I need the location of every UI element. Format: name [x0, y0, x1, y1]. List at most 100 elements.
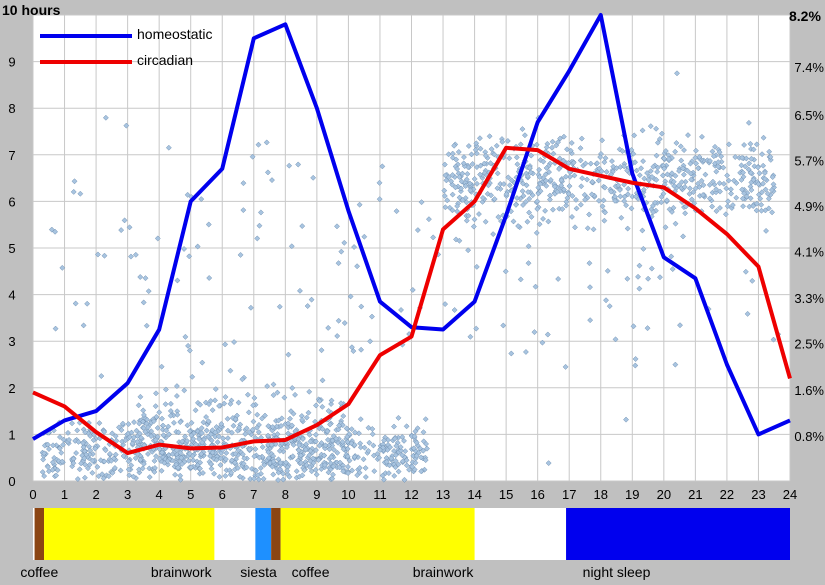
- scatter-point: [72, 300, 79, 307]
- scatter-point: [325, 469, 332, 476]
- x-tick-label: 17: [562, 487, 576, 502]
- scatter-point: [128, 429, 135, 436]
- scatter-point: [50, 442, 57, 449]
- scatter-point: [352, 429, 359, 436]
- scatter-point: [540, 158, 547, 165]
- scatter-point: [206, 275, 213, 281]
- scatter-point: [677, 322, 683, 329]
- scatter-point: [768, 187, 775, 193]
- scatter-point: [227, 400, 234, 407]
- scatter-point: [295, 447, 302, 454]
- scatter-point: [339, 422, 346, 429]
- scatter-point: [156, 446, 163, 453]
- scatter-point: [205, 418, 212, 425]
- scatter-point: [476, 211, 482, 218]
- scatter-point: [525, 243, 532, 250]
- scatter-point: [558, 182, 565, 189]
- scatter-point: [544, 331, 551, 338]
- scatter-point: [640, 158, 647, 165]
- scatter-point: [753, 141, 760, 148]
- scatter-point: [120, 453, 127, 459]
- scatter-point: [713, 208, 720, 215]
- scatter-point: [259, 415, 266, 422]
- scatter-point: [251, 395, 258, 401]
- scatter-point: [477, 171, 484, 178]
- scatter-point: [297, 452, 304, 459]
- scatter-point: [664, 171, 671, 178]
- scatter-point: [499, 138, 506, 145]
- scatter-point: [188, 464, 195, 471]
- scatter-point: [297, 459, 304, 466]
- scatter-point: [153, 453, 159, 460]
- scatter-point: [146, 474, 153, 481]
- scatter-point: [198, 196, 205, 203]
- scatter-point: [268, 441, 275, 448]
- scatter-point: [304, 303, 311, 309]
- scatter-point: [650, 209, 657, 216]
- scatter-point: [301, 467, 308, 474]
- scatter-point: [312, 438, 319, 445]
- scatter-point: [602, 155, 609, 162]
- scatter-point: [284, 444, 290, 451]
- scatter-point: [41, 473, 48, 480]
- scatter-point: [663, 197, 670, 204]
- scatter-point: [85, 465, 91, 472]
- scatter-point: [334, 223, 340, 230]
- scatter-point: [465, 143, 472, 149]
- scatter-point: [263, 139, 270, 146]
- scatter-point: [633, 167, 640, 174]
- scatter-point: [181, 246, 187, 252]
- scatter-point: [178, 454, 185, 461]
- scatter-point: [760, 134, 767, 141]
- scatter-points: [39, 70, 782, 483]
- scatter-point: [249, 153, 256, 160]
- scatter-point: [145, 288, 152, 295]
- scatter-point: [522, 198, 529, 205]
- scatter-point: [696, 153, 703, 160]
- scatter-point: [722, 211, 729, 218]
- scatter-point: [140, 425, 147, 431]
- scatter-point: [222, 472, 229, 479]
- x-tick-label: 0: [29, 487, 36, 502]
- scatter-point: [652, 199, 658, 206]
- scatter-point: [647, 123, 654, 130]
- scatter-point: [758, 207, 765, 214]
- scatter-point: [500, 322, 507, 329]
- scatter-point: [748, 187, 755, 193]
- scatter-point: [539, 339, 546, 346]
- scatter-point: [595, 197, 602, 204]
- scatter-point: [573, 205, 580, 212]
- scatter-point: [303, 414, 310, 421]
- scatter-point: [211, 470, 218, 477]
- scatter-point: [196, 436, 202, 443]
- x-tick-label: 23: [751, 487, 765, 502]
- scatter-point: [257, 209, 264, 216]
- scatter-point: [277, 466, 284, 473]
- scatter-point: [454, 165, 461, 172]
- scatter-point: [77, 190, 84, 197]
- scatter-point: [272, 441, 279, 448]
- scatter-point: [425, 216, 432, 223]
- scatter-point: [383, 458, 390, 465]
- scatter-point: [661, 165, 668, 172]
- y-tick-label-left: 9: [8, 55, 15, 70]
- schedule-block: [44, 508, 215, 560]
- schedule-block: [280, 508, 475, 560]
- scatter-point: [255, 141, 262, 148]
- scatter-point: [200, 470, 206, 476]
- scatter-point: [717, 188, 723, 195]
- scatter-point: [603, 168, 610, 175]
- scatter-point: [274, 389, 281, 396]
- scatter-point: [567, 173, 573, 180]
- scatter-point: [221, 400, 228, 407]
- scatter-point: [463, 217, 470, 224]
- scatter-point: [395, 468, 402, 475]
- scatter-point: [393, 208, 400, 215]
- scatter-point: [59, 264, 66, 271]
- scatter-point: [452, 184, 459, 191]
- scatter-point: [595, 177, 602, 184]
- y-tick-label-right: 4.1%: [794, 245, 824, 260]
- scatter-point: [255, 429, 262, 436]
- scatter-point: [154, 424, 161, 431]
- scatter-point: [582, 196, 589, 203]
